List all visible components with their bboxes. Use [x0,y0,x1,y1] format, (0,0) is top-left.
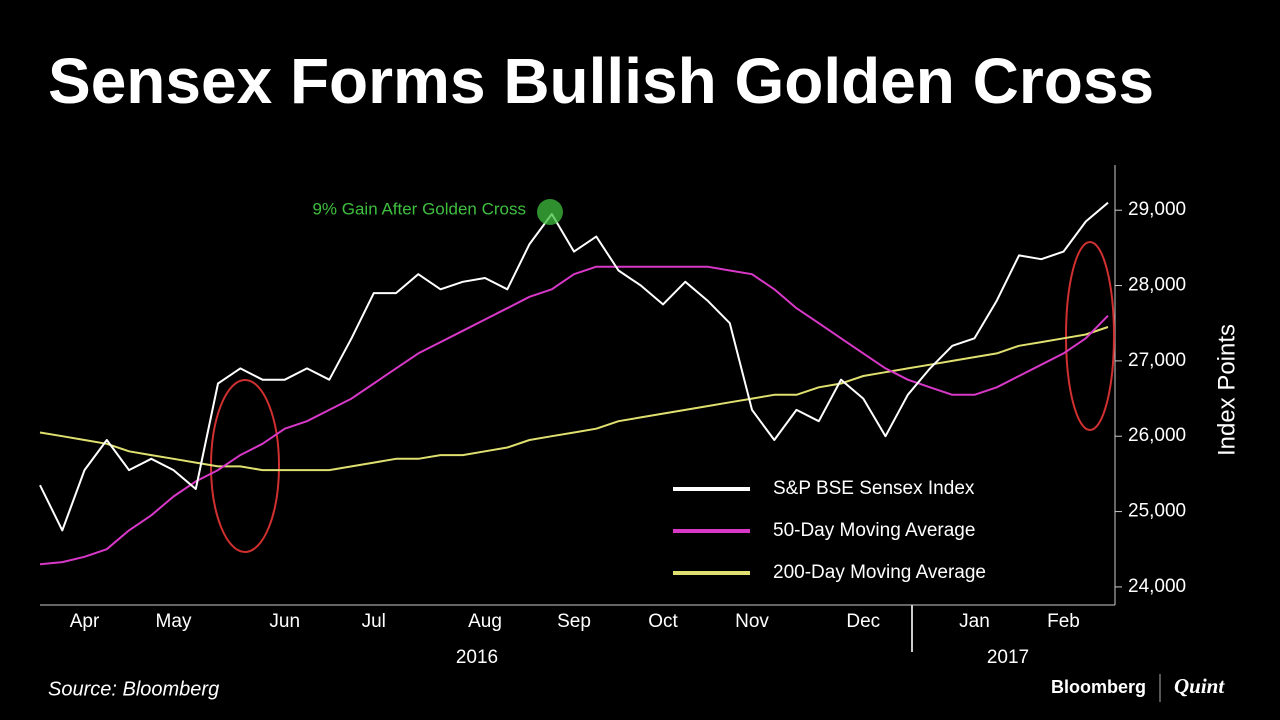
x-tick-label: Oct [648,611,678,632]
y-tick-label: 25,000 [1128,501,1186,522]
brand: Bloomberg [1051,677,1146,697]
x-tick-label: Sep [557,611,591,632]
x-tick-label: Feb [1047,611,1080,632]
chart-title: Sensex Forms Bullish Golden Cross [48,45,1154,117]
x-tick-label: Jan [959,611,990,632]
legend-label: 50-Day Moving Average [773,520,975,541]
x-tick-label: Nov [735,611,769,632]
x-tick-label: Jul [362,611,386,632]
legend-label: 200-Day Moving Average [773,562,986,583]
y-tick-label: 27,000 [1128,350,1186,371]
x-tick-label: May [156,611,192,632]
series-line [39,326,1109,472]
source: Source: Bloomberg [48,678,219,700]
x-tick-label: Jun [269,611,300,632]
y-tick-label: 24,000 [1128,576,1186,597]
year-label: 2017 [987,647,1029,668]
annotation: 9% Gain After Golden Cross [312,199,526,218]
y-tick-label: 28,000 [1128,275,1186,296]
y-tick-label: 26,000 [1128,425,1186,446]
series-line [39,201,1109,532]
brand: Quint [1174,674,1225,698]
x-tick-label: Aug [468,611,502,632]
x-tick-label: Apr [70,611,100,632]
series-line [39,265,1109,566]
y-axis-label: Index Points [1213,324,1240,456]
annotation-marker [537,199,563,225]
highlight-ellipse [1065,241,1115,431]
x-tick-label: Dec [846,611,880,632]
legend-label: S&P BSE Sensex Index [773,478,975,499]
y-tick-label: 29,000 [1128,199,1186,220]
year-label: 2016 [456,647,498,668]
